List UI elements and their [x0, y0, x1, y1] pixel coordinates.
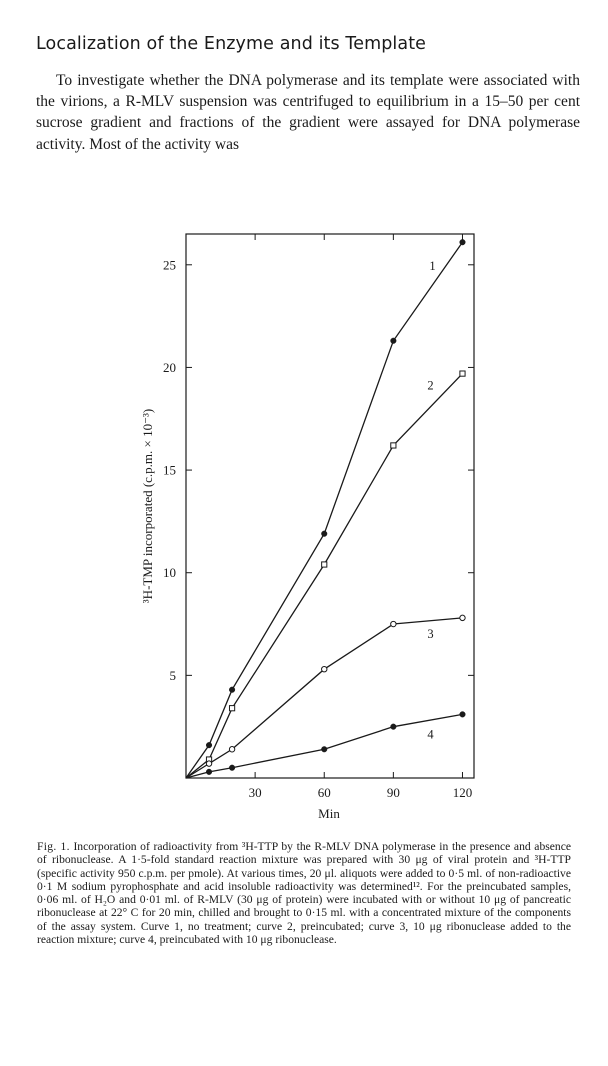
data-point-series-1 [459, 239, 466, 246]
caption-text: Incorporation of radioactivity from ³H-T… [37, 840, 571, 947]
tick-labels: 30 60 90 120 5 10 15 20 25 1 2 3 4 [163, 257, 472, 800]
y-tick-label: 25 [163, 257, 176, 272]
figure-caption: Fig. 1. Incorporation of radioactivity f… [37, 840, 571, 946]
caption-label: Fig. 1. [37, 840, 70, 853]
curve-label-1: 1 [429, 259, 435, 273]
data-point-series-1 [390, 337, 397, 344]
curve-label-2: 2 [427, 379, 433, 393]
data-point-series-1 [205, 742, 213, 749]
series-line-4 [185, 713, 463, 779]
x-tick-label: 90 [387, 785, 400, 800]
section-heading: Localization of the Enzyme and its Templ… [36, 34, 427, 54]
data-point-series-4 [321, 746, 328, 753]
x-tick-label: 60 [318, 785, 331, 800]
data-point-series-3 [321, 666, 328, 673]
data-point-series-3 [459, 614, 466, 622]
data-point-series-4 [205, 768, 213, 775]
data-point-series-4 [459, 711, 466, 718]
data-point-series-3 [205, 760, 213, 767]
plot-frame [185, 233, 475, 779]
data-point-series-1 [321, 530, 328, 537]
body-paragraph: To investigate whether the DNA polymeras… [36, 72, 580, 153]
data-point-series-3 [390, 620, 397, 628]
data-point-series-4 [229, 764, 236, 771]
y-tick-label: 15 [163, 463, 176, 478]
data-point-series-2 [390, 442, 397, 449]
data-point-series-2 [321, 561, 328, 568]
y-tick-label: 5 [170, 668, 177, 683]
figure-1-chart: 30 60 90 120 5 10 15 20 25 1 2 3 4 Min ³H-TMP incorp… [140, 233, 475, 821]
data-point-series-3 [228, 746, 236, 753]
series-line-3 [185, 617, 463, 779]
y-tick-label: 10 [163, 565, 176, 580]
series-markers [205, 239, 466, 775]
curve-label-4: 4 [427, 727, 434, 741]
series-line-2 [185, 373, 463, 779]
series-lines [185, 241, 464, 779]
x-axis-title: Min [318, 806, 340, 821]
data-point-series-2 [228, 705, 236, 712]
data-point-series-4 [390, 723, 397, 730]
data-point-series-1 [229, 686, 236, 693]
y-tick-label: 20 [163, 360, 176, 375]
data-point-series-2 [459, 370, 466, 377]
x-tick-label: 120 [453, 785, 473, 800]
y-axis-title: ³H-TMP incorporated (c.p.m. × 10⁻³) [140, 409, 155, 603]
axis-ticks [186, 234, 474, 778]
curve-label-3: 3 [427, 627, 433, 641]
x-tick-label: 30 [249, 785, 262, 800]
series-line-1 [185, 241, 464, 779]
